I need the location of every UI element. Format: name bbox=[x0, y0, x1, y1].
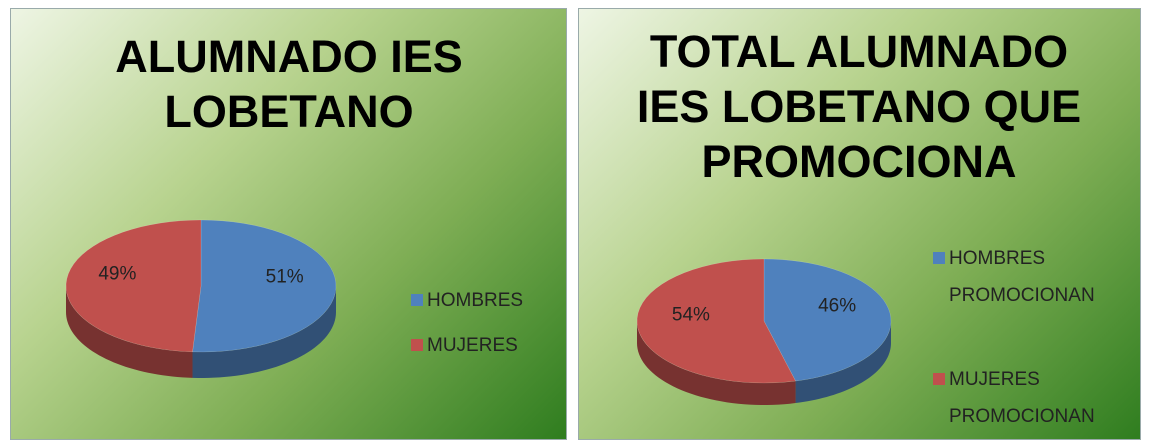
legend-label: MUJERES PROMOCIONAN bbox=[949, 369, 1095, 427]
legend-label: MUJERES bbox=[427, 335, 518, 356]
slice bbox=[636, 258, 796, 384]
legend-swatch bbox=[411, 339, 423, 351]
slice-side bbox=[192, 286, 336, 378]
legend-swatch bbox=[933, 373, 945, 385]
chart-title: TOTAL ALUMNADO IES LOBETANO QUE PROMOCIO… bbox=[636, 26, 1082, 187]
data-label: 51% bbox=[266, 266, 304, 287]
legend-label: HOMBRES PROMOCIONAN bbox=[949, 248, 1095, 306]
slice bbox=[65, 219, 202, 353]
slice bbox=[192, 219, 337, 353]
chart-panel: 46% 54% TOTAL ALUMNADO IES LOBETANO QUE PR… bbox=[578, 8, 1141, 440]
data-label: 46% bbox=[818, 296, 856, 317]
slice bbox=[763, 258, 892, 382]
slice-side bbox=[66, 286, 193, 378]
data-label: 54% bbox=[672, 305, 710, 326]
legend-swatch bbox=[933, 252, 945, 264]
data-label: 49% bbox=[98, 264, 136, 285]
slice-side bbox=[637, 321, 796, 405]
legend-label: HOMBRES bbox=[427, 290, 524, 311]
chart-panel: 51% 49% ALUMNADO IES LOBETANO HOMBRES MUJERE… bbox=[10, 8, 567, 440]
chart-title: ALUMNADO IES LOBETANO bbox=[115, 31, 463, 137]
pie-chart: 51% 49% bbox=[65, 219, 337, 378]
slice-side bbox=[795, 321, 891, 404]
pie-chart: 46% 54% bbox=[636, 258, 892, 405]
legend-swatch bbox=[411, 294, 423, 306]
